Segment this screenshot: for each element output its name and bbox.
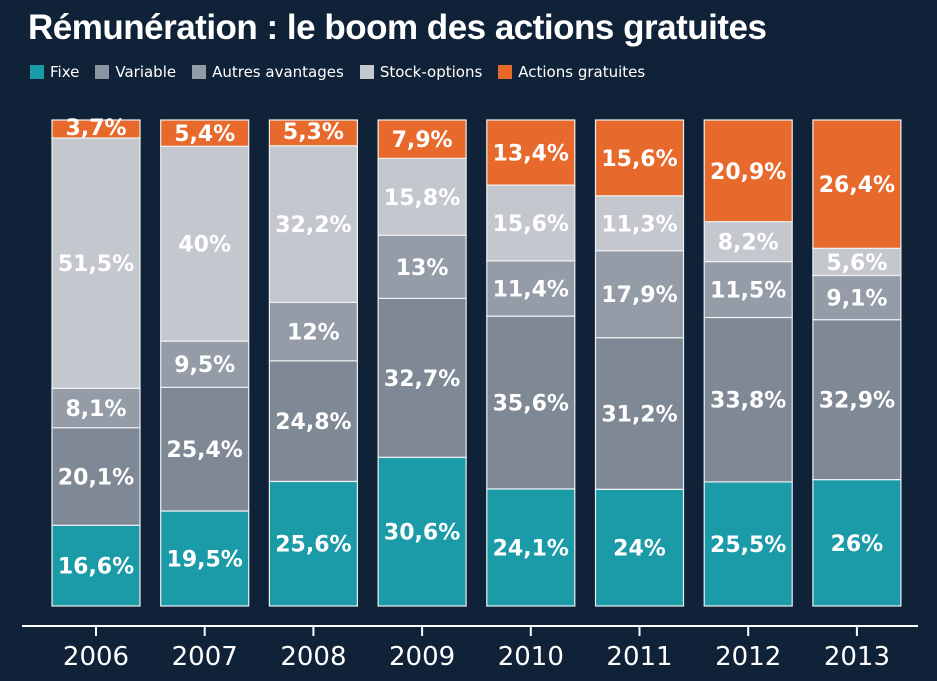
data-label-2006-2: 8,1% <box>65 397 126 422</box>
data-label-2013-2: 9,1% <box>826 287 887 312</box>
data-label-2010-4: 13,4% <box>493 142 569 167</box>
data-label-2007-0: 19,5% <box>167 548 243 573</box>
data-label-2008-0: 25,6% <box>275 533 351 558</box>
data-label-2007-3: 40% <box>178 233 231 258</box>
data-label-2012-2: 11,5% <box>710 279 786 304</box>
data-label-2007-2: 9,5% <box>174 353 235 378</box>
data-label-2008-1: 24,8% <box>275 410 351 435</box>
data-label-2010-1: 35,6% <box>493 392 569 417</box>
data-label-2011-3: 11,3% <box>601 212 677 237</box>
data-label-2013-0: 26% <box>831 532 884 557</box>
data-label-2011-0: 24% <box>613 537 666 562</box>
data-label-2006-1: 20,1% <box>58 466 134 491</box>
data-label-2012-0: 25,5% <box>710 533 786 558</box>
data-label-2010-3: 15,6% <box>493 212 569 237</box>
data-label-2007-1: 25,4% <box>167 438 243 463</box>
x-tick-label-2007: 2007 <box>172 642 238 672</box>
stacked-bar-chart: 16,6% 20,1% 8,1% 51,5% 3,7% 19,5% 25,4% 9,5% 40%… <box>0 0 937 681</box>
data-label-2008-2: 12% <box>287 321 340 346</box>
data-label-2009-3: 15,8% <box>384 186 460 211</box>
data-label-2012-4: 20,9% <box>710 160 786 185</box>
data-label-2006-3: 51,5% <box>58 252 134 277</box>
x-tick-label-2012: 2012 <box>715 642 781 672</box>
data-label-2013-4: 26,4% <box>819 173 895 198</box>
data-label-2009-4: 7,9% <box>392 128 453 153</box>
data-label-2011-2: 17,9% <box>601 283 677 308</box>
data-label-2011-1: 31,2% <box>601 403 677 428</box>
data-label-2008-4: 5,3% <box>283 120 344 145</box>
data-label-2013-3: 5,6% <box>826 251 887 276</box>
data-label-2012-3: 8,2% <box>718 231 779 256</box>
x-tick-label-2013: 2013 <box>824 642 890 672</box>
data-label-2011-4: 15,6% <box>601 147 677 172</box>
data-label-2006-0: 16,6% <box>58 555 134 580</box>
data-label-2009-2: 13% <box>396 256 449 281</box>
x-tick-label-2006: 2006 <box>63 642 129 672</box>
data-label-2010-2: 11,4% <box>493 278 569 303</box>
data-label-2006-4: 3,7% <box>65 116 126 141</box>
x-tick-label-2011: 2011 <box>606 642 672 672</box>
x-tick-label-2009: 2009 <box>389 642 455 672</box>
x-tick-label-2008: 2008 <box>280 642 346 672</box>
data-label-2010-0: 24,1% <box>493 537 569 562</box>
data-label-2009-1: 32,7% <box>384 367 460 392</box>
x-tick-label-2010: 2010 <box>498 642 564 672</box>
data-label-2009-0: 30,6% <box>384 521 460 546</box>
data-label-2007-4: 5,4% <box>174 122 235 147</box>
data-label-2012-1: 33,8% <box>710 389 786 414</box>
data-label-2013-1: 32,9% <box>819 389 895 414</box>
data-label-2008-3: 32,2% <box>275 213 351 238</box>
